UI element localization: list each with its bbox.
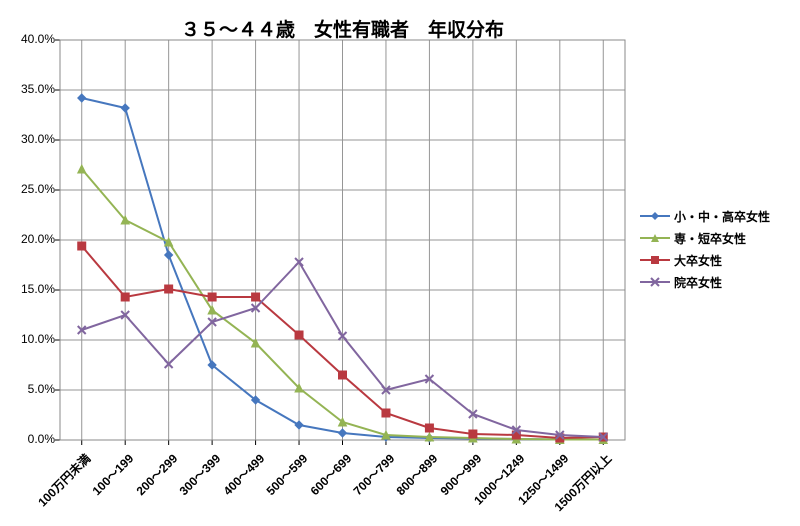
legend-marker (640, 209, 670, 223)
legend-item: 専・短卒女性 (640, 227, 770, 249)
legend-label: 院卒女性 (674, 274, 722, 291)
legend-marker (640, 253, 670, 267)
y-tick-label: 25.0% (7, 182, 55, 196)
y-tick-label: 10.0% (7, 332, 55, 346)
y-tick-label: 20.0% (7, 232, 55, 246)
legend-marker (640, 275, 670, 289)
y-tick-label: 40.0% (7, 32, 55, 46)
legend-item: 院卒女性 (640, 271, 770, 293)
legend-label: 大卒女性 (674, 252, 722, 269)
legend-marker (640, 231, 670, 245)
y-tick-label: 15.0% (7, 282, 55, 296)
legend-item: 小・中・高卒女性 (640, 205, 770, 227)
y-tick-label: 5.0% (7, 382, 55, 396)
y-tick-label: 35.0% (7, 82, 55, 96)
y-tick-label: 0.0% (7, 432, 55, 446)
chart-frame: ３５～４４歳 女性有職者 年収分布 0.0%5.0%10.0%15.0%20.0… (0, 0, 800, 517)
legend: 小・中・高卒女性専・短卒女性大卒女性院卒女性 (640, 205, 770, 293)
y-tick-label: 30.0% (7, 132, 55, 146)
legend-item: 大卒女性 (640, 249, 770, 271)
legend-label: 専・短卒女性 (674, 230, 746, 247)
legend-label: 小・中・高卒女性 (674, 208, 770, 225)
